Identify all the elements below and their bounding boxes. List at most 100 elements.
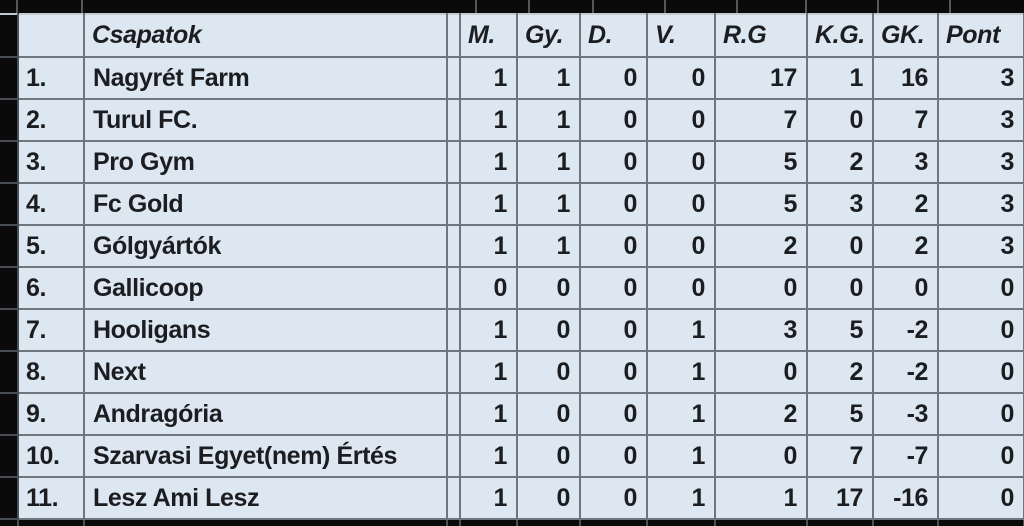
stat-cell: 1 xyxy=(806,56,874,100)
stat-cell: -2 xyxy=(872,308,939,352)
left-frame-cell xyxy=(0,56,19,100)
grid-segment xyxy=(18,0,83,13)
spacer-header-cell xyxy=(446,13,461,58)
spacer-cell xyxy=(446,308,461,352)
spacer-cell xyxy=(446,350,461,394)
header-row: Csapatok M. Gy. D. V. R.G K.G. GK. Pont xyxy=(0,13,1024,58)
stat-cell: 2 xyxy=(806,350,874,394)
stat-cell: 5 xyxy=(714,140,808,184)
stat-header-goals-against: K.G. xyxy=(806,13,874,58)
rank-cell: 3. xyxy=(17,140,85,184)
rank-cell: 10. xyxy=(17,434,85,478)
frame-cell xyxy=(459,518,518,526)
grid-segment xyxy=(477,0,530,13)
stat-cell: 1 xyxy=(646,434,716,478)
stat-cell: 0 xyxy=(579,476,648,520)
team-name-cell: Gallicoop xyxy=(83,266,448,310)
grid-segment xyxy=(951,0,1024,13)
stat-header-draws: D. xyxy=(579,13,648,58)
stat-header-goal-diff: GK. xyxy=(872,13,939,58)
stat-cell: 7 xyxy=(714,98,808,142)
stat-cell: 3 xyxy=(872,140,939,184)
rank-cell: 9. xyxy=(17,392,85,436)
stat-cell: 7 xyxy=(806,434,874,478)
stat-header-goals-for: R.G xyxy=(714,13,808,58)
table-row: 11. Lesz Ami Lesz 1 0 0 1 1 17 -16 0 xyxy=(0,476,1024,520)
stat-cell: 3 xyxy=(937,224,1024,268)
left-frame-cell xyxy=(0,392,19,436)
left-frame-cell xyxy=(0,140,19,184)
frame-cell xyxy=(516,518,581,526)
left-frame-cell xyxy=(0,98,19,142)
grid-segment xyxy=(594,0,666,13)
stat-cell: 1 xyxy=(459,98,518,142)
team-name-cell: Next xyxy=(83,350,448,394)
stat-cell: 1 xyxy=(646,476,716,520)
grid-segment xyxy=(83,0,477,13)
stat-cell: 0 xyxy=(579,308,648,352)
top-grid-bar xyxy=(0,0,1024,13)
left-frame-cell xyxy=(0,434,19,478)
stat-cell: 0 xyxy=(937,392,1024,436)
stat-cell: 1 xyxy=(459,350,518,394)
stat-header-matches: M. xyxy=(459,13,518,58)
stat-cell: 3 xyxy=(714,308,808,352)
rank-cell: 7. xyxy=(17,308,85,352)
left-frame-cell xyxy=(0,350,19,394)
spacer-cell xyxy=(446,476,461,520)
team-name-cell: Hooligans xyxy=(83,308,448,352)
spacer-cell xyxy=(446,434,461,478)
team-name-cell: Andragória xyxy=(83,392,448,436)
stat-cell: 0 xyxy=(646,140,716,184)
stat-cell: 3 xyxy=(937,182,1024,226)
stat-cell: 0 xyxy=(806,266,874,310)
stat-cell: 1 xyxy=(516,182,581,226)
table-row: 7. Hooligans 1 0 0 1 3 5 -2 0 xyxy=(0,308,1024,352)
left-frame-cell xyxy=(0,13,19,58)
stat-cell: 0 xyxy=(516,476,581,520)
stat-cell: 17 xyxy=(714,56,808,100)
stat-cell: 5 xyxy=(806,308,874,352)
rank-cell: 11. xyxy=(17,476,85,520)
left-frame-cell xyxy=(0,182,19,226)
stat-cell: 0 xyxy=(579,224,648,268)
stat-cell: 0 xyxy=(579,392,648,436)
stat-cell: 1 xyxy=(459,308,518,352)
rank-cell: 5. xyxy=(17,224,85,268)
spacer-cell xyxy=(446,140,461,184)
stat-header-points: Pont xyxy=(937,13,1024,58)
stat-cell: 2 xyxy=(806,140,874,184)
table-row: 5. Gólgyártók 1 1 0 0 2 0 2 3 xyxy=(0,224,1024,268)
left-frame-cell xyxy=(0,266,19,310)
frame-cell xyxy=(579,518,648,526)
stat-cell: 0 xyxy=(646,266,716,310)
stat-cell: 1 xyxy=(459,182,518,226)
stat-cell: 0 xyxy=(714,434,808,478)
stat-cell: 0 xyxy=(459,266,518,310)
stat-cell: 0 xyxy=(516,392,581,436)
stat-cell: 0 xyxy=(937,266,1024,310)
stat-cell: 3 xyxy=(937,140,1024,184)
grid-segment xyxy=(738,0,807,13)
table-row: 9. Andragória 1 0 0 1 2 5 -3 0 xyxy=(0,392,1024,436)
rank-cell: 1. xyxy=(17,56,85,100)
table-row: 4. Fc Gold 1 1 0 0 5 3 2 3 xyxy=(0,182,1024,226)
stat-cell: 5 xyxy=(714,182,808,226)
team-name-cell: Szarvasi Egyet(nem) Értés xyxy=(83,434,448,478)
rank-cell: 2. xyxy=(17,98,85,142)
grid-segment xyxy=(530,0,594,13)
table-row: 3. Pro Gym 1 1 0 0 5 2 3 3 xyxy=(0,140,1024,184)
stat-cell: 1 xyxy=(459,140,518,184)
left-frame-cell xyxy=(0,308,19,352)
bottom-frame-row xyxy=(0,518,1024,526)
frame-cell xyxy=(872,518,939,526)
grid-segment xyxy=(879,0,951,13)
stat-cell: 0 xyxy=(579,266,648,310)
frame-cell xyxy=(806,518,874,526)
stat-cell: 0 xyxy=(579,98,648,142)
stat-cell: 0 xyxy=(579,434,648,478)
stat-cell: 2 xyxy=(714,392,808,436)
team-name-cell: Gólgyártók xyxy=(83,224,448,268)
stat-header-losses: V. xyxy=(646,13,716,58)
rank-cell: 6. xyxy=(17,266,85,310)
